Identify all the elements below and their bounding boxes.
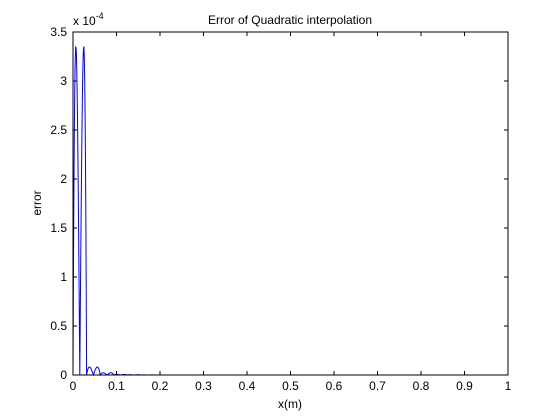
x-tick-label: 0.5 — [282, 379, 299, 393]
x-tick-label: 1 — [505, 379, 512, 393]
y-tick-label: 1.5 — [50, 221, 67, 235]
y-scale-factor-base: x 10 — [73, 14, 96, 28]
x-tick-label: 0.4 — [239, 379, 256, 393]
y-scale-factor-exponent: -4 — [96, 11, 104, 21]
y-tick-label: 2.5 — [50, 123, 67, 137]
x-tick-label: 0.3 — [195, 379, 212, 393]
y-axis-label: error — [30, 190, 44, 215]
y-tick-label: 3.5 — [50, 25, 67, 39]
y-tick-label: 3 — [60, 74, 67, 88]
x-tick-label: 0.2 — [152, 379, 169, 393]
x-tick-label: 0.6 — [326, 379, 343, 393]
y-tick-label: 1 — [60, 270, 67, 284]
y-scale-factor: x 10-4 — [73, 11, 104, 28]
plot-area — [73, 32, 508, 375]
x-tick-label: 0 — [70, 379, 77, 393]
y-tick-label: 0.5 — [50, 319, 67, 333]
x-tick-label: 0.1 — [108, 379, 125, 393]
x-tick-label: 0.8 — [413, 379, 430, 393]
y-tick-labels: 0 0.5 1 1.5 2 2.5 3 3.5 — [50, 25, 67, 382]
x-tick-labels: 0 0.1 0.2 0.3 0.4 0.5 0.6 0.7 0.8 0.9 1 — [70, 379, 512, 393]
plot-frame — [72, 31, 509, 376]
y-tick-label: 0 — [60, 368, 67, 382]
x-tick-label: 0.7 — [369, 379, 386, 393]
y-tick-label: 2 — [60, 172, 67, 186]
chart-title: Error of Quadratic interpolation — [208, 13, 372, 27]
x-axis-label: x(m) — [278, 397, 302, 411]
x-tick-label: 0.9 — [456, 379, 473, 393]
